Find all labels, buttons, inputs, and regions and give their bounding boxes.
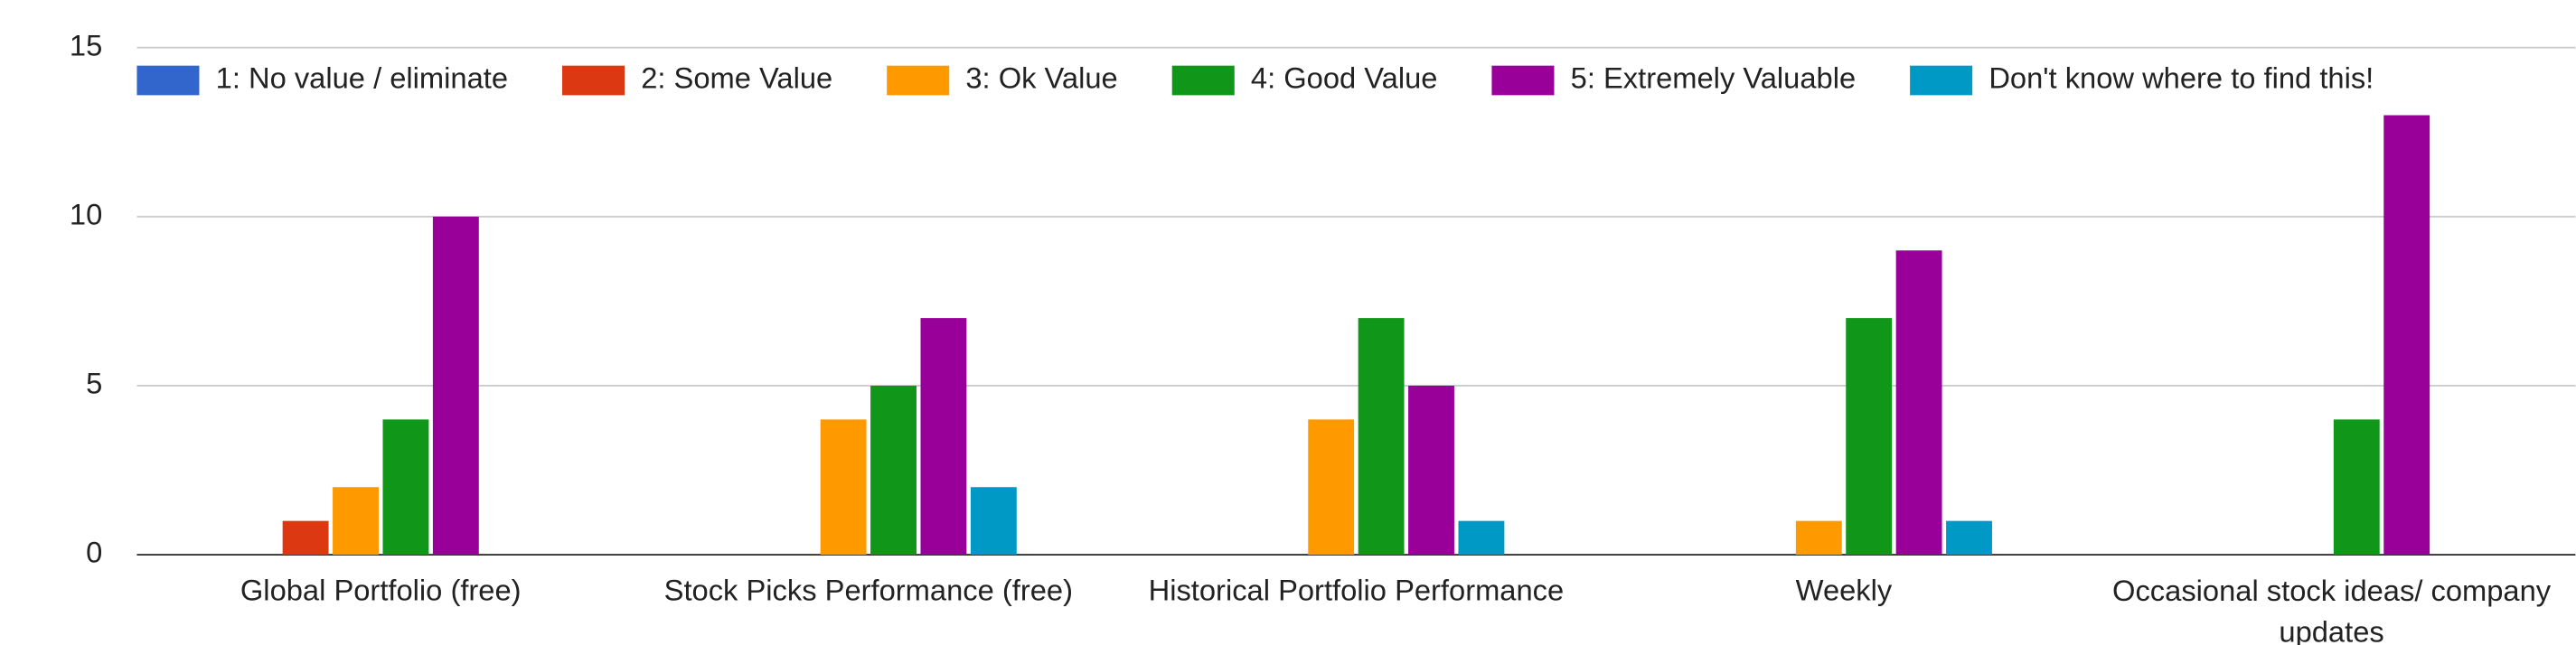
legend-label: 1: No value / eliminate: [216, 61, 508, 95]
legend-label: 2: Some Value: [641, 61, 832, 95]
legend-swatch: [1491, 65, 1555, 96]
bar: [1358, 318, 1405, 556]
x-tick-label: Occasional stock ideas/ company updates: [2112, 574, 2552, 645]
legend-label: 4: Good Value: [1251, 61, 1438, 95]
y-tick-label: 5: [86, 367, 102, 400]
bar: [1895, 250, 1942, 556]
x-tick-label: Global Portfolio (free): [240, 574, 522, 607]
legend-label: Don't know where to find this!: [1988, 61, 2374, 95]
legend-swatch: [887, 65, 950, 96]
bar: [432, 216, 479, 556]
legend-label: 3: Ok Value: [965, 61, 1117, 95]
bar: [2333, 419, 2380, 556]
bar: [1846, 318, 1893, 556]
bar: [870, 385, 917, 556]
legend-swatch: [1171, 65, 1235, 96]
bar: [282, 520, 329, 556]
x-tick-label: Weekly: [1796, 574, 1893, 607]
bar: [1308, 419, 1355, 556]
bar: [1795, 520, 1842, 556]
bar: [970, 487, 1017, 556]
legend-swatch: [136, 65, 200, 96]
legend-swatch: [562, 65, 625, 96]
bar: [820, 419, 867, 556]
bar: [1946, 520, 1992, 556]
bar: [920, 318, 967, 556]
bar: [1408, 385, 1454, 556]
x-tick-label: Historical Portfolio Performance: [1149, 574, 1565, 607]
bar: [1458, 520, 1505, 556]
legend-swatch: [1910, 65, 1973, 96]
y-tick-label: 15: [70, 28, 102, 61]
x-tick-label: Stock Picks Performance (free): [664, 574, 1073, 607]
bar: [333, 487, 379, 556]
y-tick-label: 10: [70, 197, 102, 230]
y-tick-label: 0: [86, 536, 102, 569]
bar: [2383, 115, 2430, 556]
legend-label: 5: Extremely Valuable: [1571, 61, 1857, 95]
bar: [382, 419, 429, 556]
